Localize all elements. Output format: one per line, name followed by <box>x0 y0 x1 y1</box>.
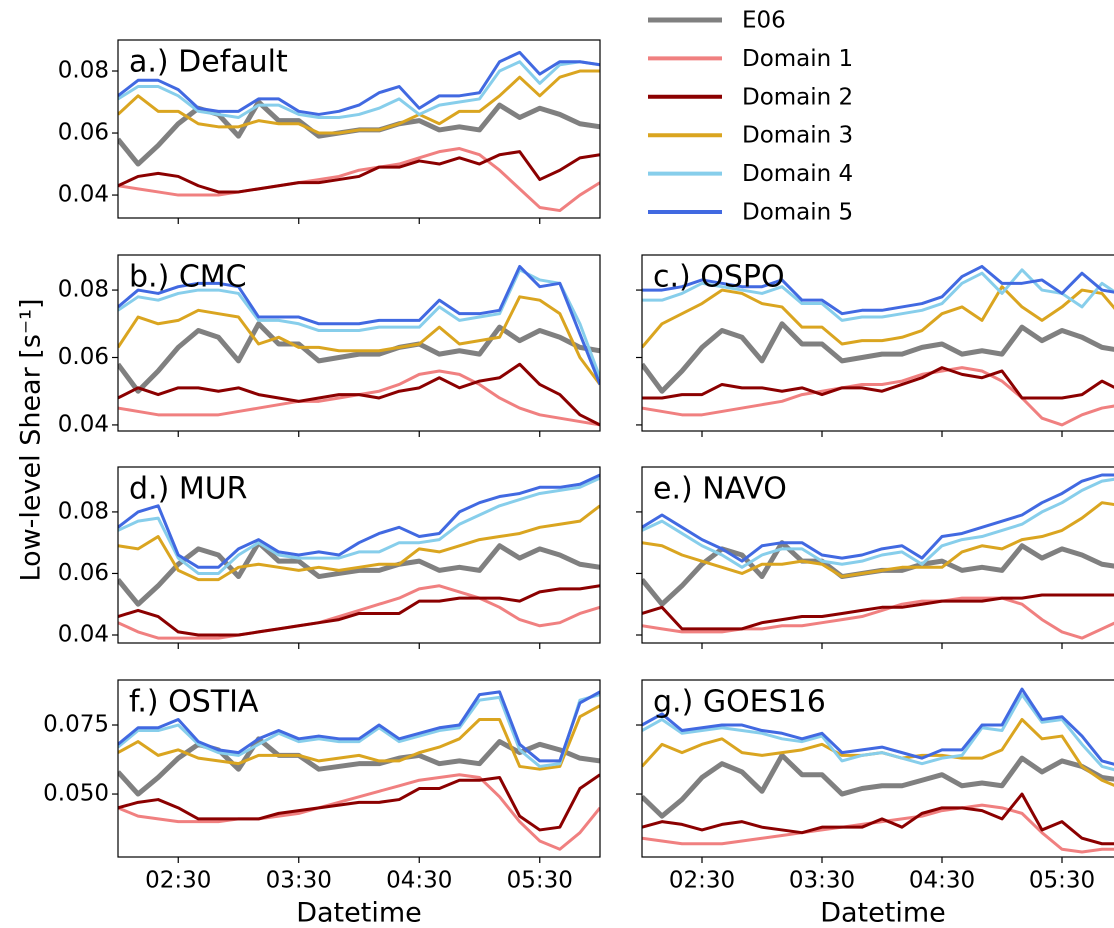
y-tick-label: 0.075 <box>43 712 109 738</box>
plot-area <box>118 473 600 640</box>
series-line <box>642 366 1114 427</box>
series-line <box>642 803 1114 854</box>
series-line <box>642 593 1114 631</box>
series-line <box>118 295 600 386</box>
panel-title: g.) GOES16 <box>653 685 826 720</box>
panel-title: a.) Default <box>129 45 288 80</box>
legend-label: Domain 3 <box>742 123 853 149</box>
series-line <box>118 476 600 575</box>
y-tick-label: 0.08 <box>58 277 109 303</box>
legend: E06 Domain 1 Domain 2 Domain 3 Domain 4 Domai… <box>648 8 853 226</box>
series-line <box>118 321 600 394</box>
series-line <box>118 150 600 194</box>
panel-title: e.) NAVO <box>653 472 787 507</box>
x-tick-label: 05:30 <box>507 868 573 894</box>
panel-title: f.) OSTIA <box>129 685 259 720</box>
y-tick-label: 0.050 <box>43 781 109 807</box>
series-line <box>118 584 600 640</box>
series-line <box>118 690 600 763</box>
y-tick-label: 0.08 <box>58 498 109 524</box>
series-line <box>642 693 1114 772</box>
series-line <box>118 147 600 213</box>
legend-label: E06 <box>742 8 786 34</box>
y-tick-label: 0.06 <box>58 120 109 146</box>
panel-title: d.) MUR <box>129 472 248 507</box>
series-line <box>642 501 1114 579</box>
x-tick-label: 05:30 <box>1029 868 1095 894</box>
panel-title: b.) CMC <box>129 260 247 295</box>
y-tick-label: 0.04 <box>58 182 109 208</box>
x-tick-label: 04:30 <box>386 868 452 894</box>
plot-area <box>118 690 600 851</box>
series-line <box>642 596 1114 640</box>
series-line <box>642 285 1114 349</box>
x-tick-label: 03:30 <box>789 868 855 894</box>
axes-frame <box>117 679 601 858</box>
axes-frame <box>117 466 601 644</box>
series-line <box>118 264 600 386</box>
y-tick-label: 0.06 <box>58 344 109 370</box>
legend-label: Domain 2 <box>742 84 853 110</box>
plot-area <box>118 50 600 213</box>
series-line <box>118 504 600 582</box>
series-line <box>642 477 1114 569</box>
series-line <box>118 99 600 167</box>
series-line <box>642 264 1114 316</box>
series-line <box>642 792 1114 846</box>
series-line <box>118 693 600 768</box>
axes-frame <box>641 254 1114 432</box>
series-line <box>118 773 600 851</box>
series-line <box>642 687 1114 766</box>
series-line <box>118 540 600 607</box>
series-line <box>118 50 600 116</box>
axes-frame <box>117 254 601 432</box>
panel-title: c.) OSPO <box>653 260 785 295</box>
series-line <box>118 773 600 832</box>
series-line <box>118 362 600 427</box>
x-tick-label: 04:30 <box>909 868 975 894</box>
series-line <box>642 752 1114 819</box>
series-line <box>118 69 600 135</box>
legend-label: Domain 5 <box>742 200 853 226</box>
plot-area <box>642 264 1114 427</box>
legend-label: Domain 1 <box>742 46 853 72</box>
x-tick-label: 02:30 <box>145 868 211 894</box>
axes-frame <box>117 39 601 219</box>
y-tick-label: 0.06 <box>58 560 109 586</box>
y-tick-label: 0.04 <box>58 411 109 437</box>
series-line <box>642 366 1114 400</box>
series-line <box>642 473 1114 563</box>
x-axis-label: Datetime <box>820 898 946 928</box>
series-line <box>118 60 600 120</box>
series-line <box>642 321 1114 394</box>
series-line <box>642 268 1114 322</box>
x-tick-label: 03:30 <box>266 868 332 894</box>
legend-label: Domain 4 <box>742 161 853 187</box>
plot-area <box>118 264 600 427</box>
series-line <box>118 473 600 569</box>
axes-frame <box>641 679 1114 858</box>
plot-area <box>642 687 1114 854</box>
y-axis-label: Low-level Shear [s⁻¹] <box>16 299 47 582</box>
x-tick-label: 02:30 <box>669 868 735 894</box>
series-line <box>118 369 600 427</box>
series-line <box>118 584 600 637</box>
plot-area <box>642 473 1114 640</box>
series-line <box>118 704 600 771</box>
y-tick-label: 0.04 <box>58 622 109 648</box>
x-axis-label: Datetime <box>296 898 422 928</box>
y-tick-label: 0.08 <box>58 58 109 84</box>
axes-frame <box>641 466 1114 644</box>
